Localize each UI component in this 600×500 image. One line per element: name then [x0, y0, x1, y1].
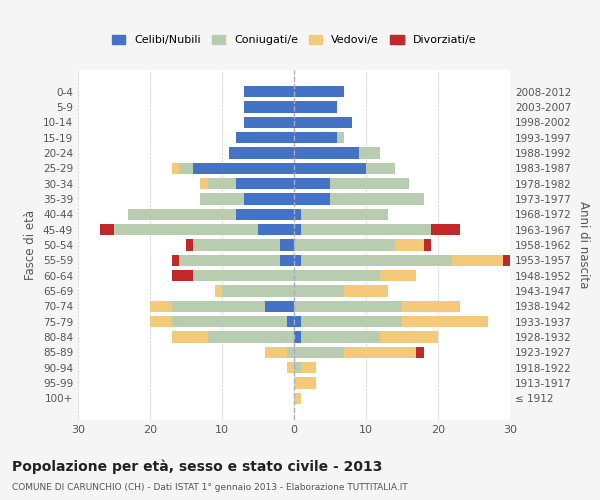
Bar: [172, 300, 265, 312]
Bar: [294, 162, 366, 174]
Bar: [395, 239, 424, 251]
Bar: [416, 346, 424, 358]
Bar: [172, 316, 287, 328]
Bar: [244, 116, 294, 128]
Bar: [294, 286, 344, 297]
Bar: [294, 239, 395, 251]
Bar: [280, 254, 294, 266]
Bar: [294, 270, 380, 281]
Bar: [172, 254, 179, 266]
Bar: [294, 86, 344, 98]
Y-axis label: Fasce di età: Fasce di età: [25, 210, 37, 280]
Bar: [193, 270, 294, 281]
Bar: [301, 362, 316, 374]
Bar: [100, 224, 114, 235]
Bar: [301, 254, 452, 266]
Bar: [294, 254, 301, 266]
Bar: [294, 300, 402, 312]
Bar: [265, 346, 287, 358]
Bar: [344, 346, 416, 358]
Bar: [179, 162, 193, 174]
Bar: [208, 178, 236, 190]
Bar: [301, 208, 388, 220]
Bar: [150, 300, 172, 312]
Bar: [193, 162, 294, 174]
Bar: [380, 270, 416, 281]
Legend: Celibi/Nubili, Coniugati/e, Vedovi/e, Divorziati/e: Celibi/Nubili, Coniugati/e, Vedovi/e, Di…: [107, 30, 481, 50]
Bar: [452, 254, 503, 266]
Bar: [287, 346, 294, 358]
Bar: [301, 224, 431, 235]
Bar: [294, 101, 337, 112]
Bar: [172, 332, 208, 343]
Bar: [359, 147, 380, 158]
Bar: [344, 286, 388, 297]
Bar: [294, 208, 301, 220]
Bar: [301, 332, 380, 343]
Text: Popolazione per età, sesso e stato civile - 2013: Popolazione per età, sesso e stato civil…: [12, 460, 382, 474]
Bar: [150, 316, 172, 328]
Bar: [294, 392, 301, 404]
Y-axis label: Anni di nascita: Anni di nascita: [577, 202, 590, 288]
Bar: [200, 193, 244, 204]
Bar: [236, 132, 294, 143]
Bar: [330, 193, 424, 204]
Bar: [402, 300, 460, 312]
Bar: [294, 346, 344, 358]
Bar: [294, 316, 301, 328]
Bar: [208, 332, 294, 343]
Bar: [294, 378, 316, 389]
Bar: [179, 254, 280, 266]
Bar: [294, 178, 330, 190]
Bar: [172, 162, 179, 174]
Bar: [287, 316, 294, 328]
Bar: [114, 224, 258, 235]
Bar: [244, 86, 294, 98]
Bar: [301, 316, 402, 328]
Bar: [128, 208, 236, 220]
Bar: [215, 286, 222, 297]
Bar: [294, 132, 337, 143]
Bar: [222, 286, 294, 297]
Bar: [200, 178, 208, 190]
Bar: [366, 162, 395, 174]
Bar: [294, 362, 301, 374]
Bar: [186, 239, 193, 251]
Bar: [172, 270, 193, 281]
Bar: [330, 178, 409, 190]
Bar: [431, 224, 460, 235]
Bar: [294, 224, 301, 235]
Text: COMUNE DI CARUNCHIO (CH) - Dati ISTAT 1° gennaio 2013 - Elaborazione TUTTITALIA.: COMUNE DI CARUNCHIO (CH) - Dati ISTAT 1°…: [12, 482, 408, 492]
Bar: [229, 147, 294, 158]
Bar: [244, 101, 294, 112]
Bar: [337, 132, 344, 143]
Bar: [424, 239, 431, 251]
Bar: [193, 239, 280, 251]
Bar: [294, 147, 359, 158]
Bar: [294, 193, 330, 204]
Bar: [244, 193, 294, 204]
Bar: [380, 332, 438, 343]
Bar: [294, 332, 301, 343]
Bar: [265, 300, 294, 312]
Bar: [503, 254, 517, 266]
Bar: [287, 362, 294, 374]
Bar: [294, 116, 352, 128]
Bar: [236, 178, 294, 190]
Bar: [280, 239, 294, 251]
Bar: [402, 316, 488, 328]
Bar: [258, 224, 294, 235]
Bar: [236, 208, 294, 220]
